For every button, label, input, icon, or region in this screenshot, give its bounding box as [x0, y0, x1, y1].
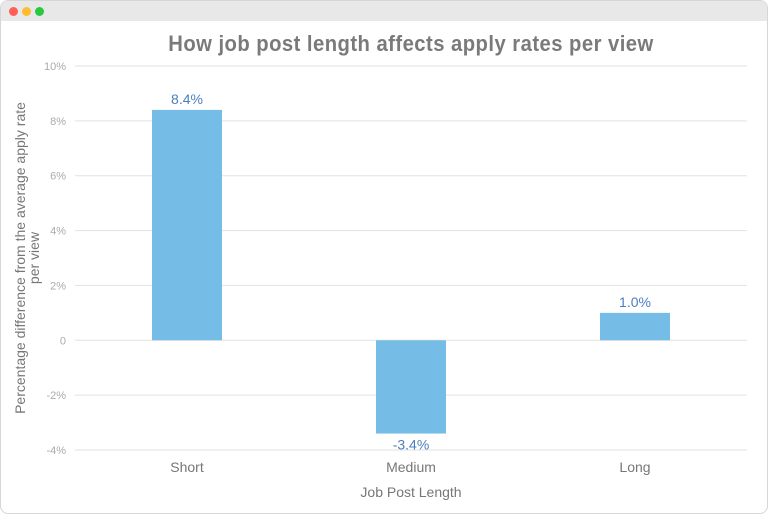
- y-tick-label: 4%: [50, 226, 66, 238]
- bar-short: [152, 109, 222, 341]
- x-tick-label: Long: [619, 459, 650, 475]
- title-bar: [1, 1, 767, 21]
- y-axis-title-line: Percentage difference from the average a…: [12, 102, 28, 414]
- y-tick-label: 10%: [44, 61, 66, 73]
- x-tick-label: Medium: [386, 459, 436, 475]
- y-tick-label: 2%: [50, 280, 66, 292]
- zoom-button[interactable]: [35, 7, 44, 16]
- data-label: 1.0%: [619, 294, 651, 310]
- bar-long: [600, 312, 670, 341]
- x-tick-label: Short: [170, 459, 204, 475]
- data-label: 8.4%: [171, 91, 203, 107]
- y-axis-title-line: per view: [26, 231, 42, 284]
- x-axis-title: Job Post Length: [360, 484, 461, 500]
- y-tick-label: 6%: [50, 171, 66, 183]
- bar-medium: [376, 340, 446, 434]
- y-tick-label: 0: [60, 335, 66, 347]
- minimize-button[interactable]: [22, 7, 31, 16]
- data-label: -3.4%: [393, 437, 430, 453]
- y-tick-label: -4%: [46, 445, 66, 457]
- chart-title: How job post length affects apply rates …: [168, 31, 654, 56]
- close-button[interactable]: [9, 7, 18, 16]
- y-axis-title: Percentage difference from the average a…: [12, 102, 42, 414]
- y-tick-label: 8%: [50, 116, 66, 128]
- y-tick-label: -2%: [46, 390, 66, 402]
